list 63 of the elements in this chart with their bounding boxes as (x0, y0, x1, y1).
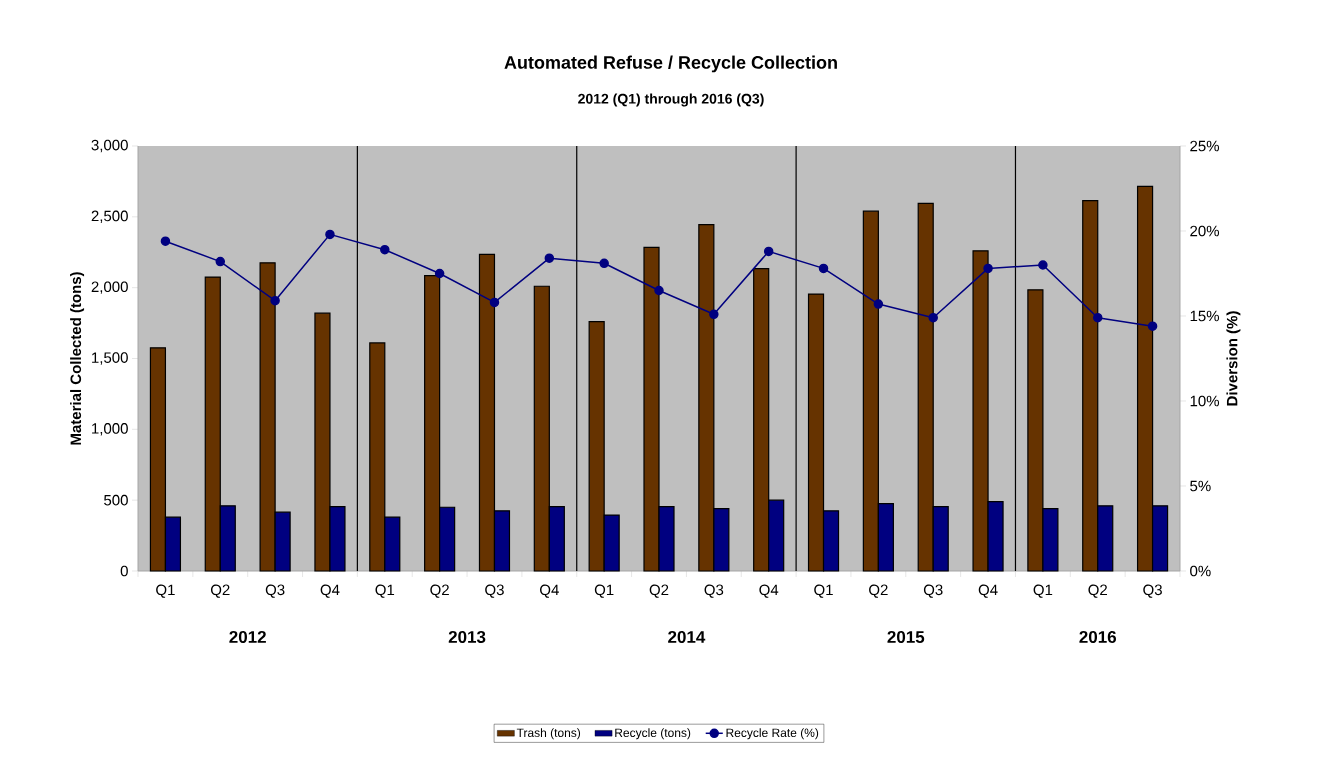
y-tick-label: 1,000 (92, 423, 128, 436)
x-tick-label: Q3 (1143, 584, 1162, 598)
legend-label: Trash (tons) (516, 728, 581, 740)
y-axis-title: Material Collected (tons) (70, 272, 85, 445)
x-tick-label: Q4 (540, 584, 559, 598)
y2-tick-label: 5% (1190, 480, 1211, 492)
point (873, 299, 884, 309)
x-tick-label: Q3 (704, 584, 724, 598)
x-tick-label: Q2 (649, 584, 669, 598)
chart-title: Automated Refuse / Recycle Collection (504, 55, 837, 73)
y2-tick-label: 0% (1190, 565, 1211, 577)
point (1147, 321, 1158, 331)
y2-tick-label: 15% (1190, 310, 1220, 322)
x-tick-label: Q1 (375, 584, 395, 598)
x-tick-label: Q2 (210, 584, 230, 598)
text: 2013 (448, 630, 486, 644)
text: 2016 (1079, 630, 1117, 644)
x-tick-label: Q1 (594, 584, 614, 598)
x-tick-label: Q1 (1033, 584, 1053, 598)
chart-subtitle: 2012 (Q1) through 2016 (Q3) (578, 93, 764, 107)
point (380, 244, 390, 255)
point (599, 258, 609, 269)
y-tick-label: 500 (104, 494, 128, 506)
point (489, 297, 500, 308)
x-tick-label: Q2 (869, 584, 888, 598)
y2-tick-label: 10% (1190, 395, 1220, 407)
x-tick-label: Q2 (1088, 584, 1107, 598)
y2-tick-label: 25% (1190, 140, 1220, 152)
y-tick-label: 2,000 (91, 281, 128, 294)
point (434, 268, 445, 279)
x-tick-label: Q2 (430, 584, 449, 598)
legend-label: Recycle (tons) (615, 728, 691, 740)
y2-axis-title: Diversion (%) (1226, 311, 1241, 406)
point (709, 309, 719, 320)
x-tick-label: Q3 (923, 584, 943, 598)
point (215, 256, 226, 267)
point (1092, 312, 1103, 323)
point (270, 295, 280, 306)
point (818, 263, 829, 274)
x-tick-label: Q4 (978, 584, 998, 598)
x-tick-label: Q3 (265, 584, 285, 598)
x-tick-label: Q4 (759, 584, 779, 598)
y-tick-label: 1,500 (92, 352, 128, 365)
point (928, 312, 938, 323)
point (160, 236, 171, 246)
legend-label: Recycle Rate (%) (726, 728, 819, 740)
text: 2014 (668, 630, 706, 644)
x-tick-label: Q4 (320, 584, 340, 598)
point (763, 246, 774, 257)
y-tick-label: 3,000 (91, 139, 128, 153)
text: 2012 (229, 630, 266, 644)
point (1038, 260, 1048, 270)
point (325, 229, 335, 240)
point (654, 285, 664, 296)
x-tick-label: Q1 (156, 584, 175, 598)
y2-tick-label: 20% (1190, 225, 1220, 237)
y-tick-label: 0 (120, 565, 128, 577)
text: 2015 (887, 630, 925, 644)
y-tick-label: 2,500 (91, 210, 128, 224)
point (544, 253, 555, 263)
point (983, 263, 993, 274)
x-tick-label: Q1 (814, 584, 833, 598)
x-tick-label: Q3 (485, 584, 504, 598)
